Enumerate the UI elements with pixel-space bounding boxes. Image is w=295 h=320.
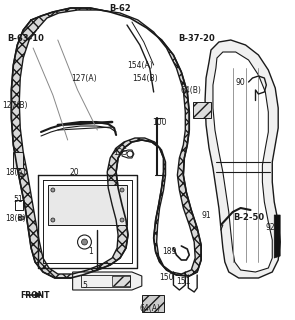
Text: FRONT: FRONT bbox=[20, 291, 50, 300]
Text: B-2-50: B-2-50 bbox=[233, 213, 264, 222]
Polygon shape bbox=[19, 10, 195, 274]
Text: 127(B): 127(B) bbox=[3, 100, 28, 109]
Polygon shape bbox=[193, 102, 211, 118]
Circle shape bbox=[120, 218, 124, 222]
Text: 154(A): 154(A) bbox=[127, 60, 153, 69]
Circle shape bbox=[51, 218, 55, 222]
Circle shape bbox=[51, 188, 55, 192]
Text: 91: 91 bbox=[201, 211, 211, 220]
Text: 127(A): 127(A) bbox=[72, 74, 97, 83]
Ellipse shape bbox=[19, 173, 24, 177]
Polygon shape bbox=[213, 52, 272, 272]
Text: 1: 1 bbox=[88, 247, 93, 257]
Text: B-63-10: B-63-10 bbox=[7, 34, 44, 43]
Circle shape bbox=[81, 239, 87, 245]
Text: 18(B): 18(B) bbox=[5, 213, 26, 222]
Text: 64(A): 64(A) bbox=[139, 303, 160, 313]
Polygon shape bbox=[13, 152, 23, 168]
Text: 20: 20 bbox=[70, 167, 79, 177]
Polygon shape bbox=[142, 295, 163, 312]
Text: 90: 90 bbox=[236, 77, 245, 86]
Text: 64(B): 64(B) bbox=[181, 85, 202, 94]
Text: 154(B): 154(B) bbox=[132, 74, 158, 83]
Polygon shape bbox=[48, 185, 127, 225]
Polygon shape bbox=[274, 215, 280, 258]
Text: 125: 125 bbox=[113, 148, 127, 156]
Text: 92: 92 bbox=[266, 223, 275, 233]
Text: 150: 150 bbox=[159, 274, 174, 283]
Text: 100: 100 bbox=[152, 117, 167, 126]
Text: B-37-20: B-37-20 bbox=[178, 34, 214, 43]
Text: B-62: B-62 bbox=[109, 4, 131, 12]
Polygon shape bbox=[112, 276, 130, 286]
Ellipse shape bbox=[18, 216, 24, 220]
Polygon shape bbox=[205, 40, 280, 278]
Text: 189: 189 bbox=[162, 247, 177, 257]
Text: 5: 5 bbox=[82, 281, 87, 290]
Polygon shape bbox=[73, 272, 142, 290]
Circle shape bbox=[120, 188, 124, 192]
Text: 18(A): 18(A) bbox=[5, 167, 26, 177]
Text: 51: 51 bbox=[14, 196, 23, 204]
Polygon shape bbox=[11, 8, 201, 278]
Text: 151: 151 bbox=[176, 277, 191, 286]
